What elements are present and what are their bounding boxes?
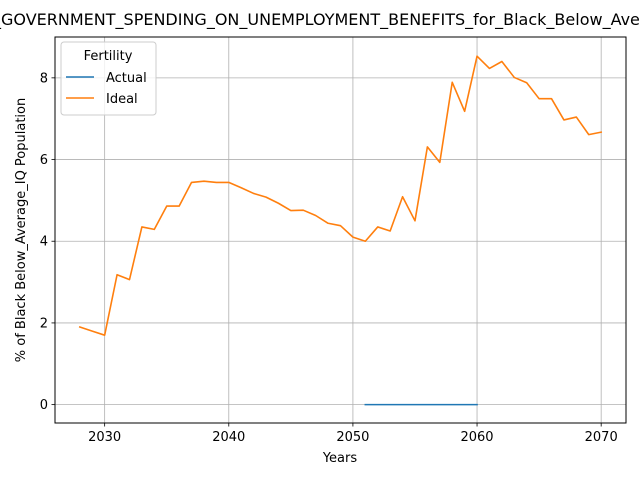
x-tick-label: 2050 <box>336 430 369 445</box>
y-tick-label: 2 <box>40 316 48 331</box>
series-layer <box>78 55 603 406</box>
x-tick-label: 2070 <box>585 430 618 445</box>
y-axis-label: % of Black Below_Average_IQ Population <box>14 98 29 362</box>
y-tick-label: 4 <box>40 235 48 250</box>
x-tick-label: 2030 <box>88 430 121 445</box>
chart-title: in_GOVERNMENT_SPENDING_ON_UNEMPLOYMENT_B… <box>0 10 640 30</box>
plot-frame <box>54 36 627 424</box>
x-tick-label: 2040 <box>212 430 245 445</box>
x-axis-label: Years <box>322 451 358 466</box>
series-line-ideal <box>78 55 603 336</box>
grid <box>55 37 626 423</box>
y-tick-label: 8 <box>40 71 48 86</box>
legend-label-ideal: Ideal <box>106 92 138 107</box>
y-tick-label: 6 <box>40 153 48 168</box>
y-tick-label: 0 <box>40 398 48 413</box>
legend-box <box>60 41 157 116</box>
axis-ticks: 2030 2040 2050 2060 2070 0 2 4 6 8 <box>40 71 618 445</box>
legend-title: Fertility <box>84 49 133 64</box>
legend-label-actual: Actual <box>106 71 147 86</box>
x-tick-label: 2060 <box>460 430 493 445</box>
legend: Fertility Actual Ideal <box>60 41 157 116</box>
